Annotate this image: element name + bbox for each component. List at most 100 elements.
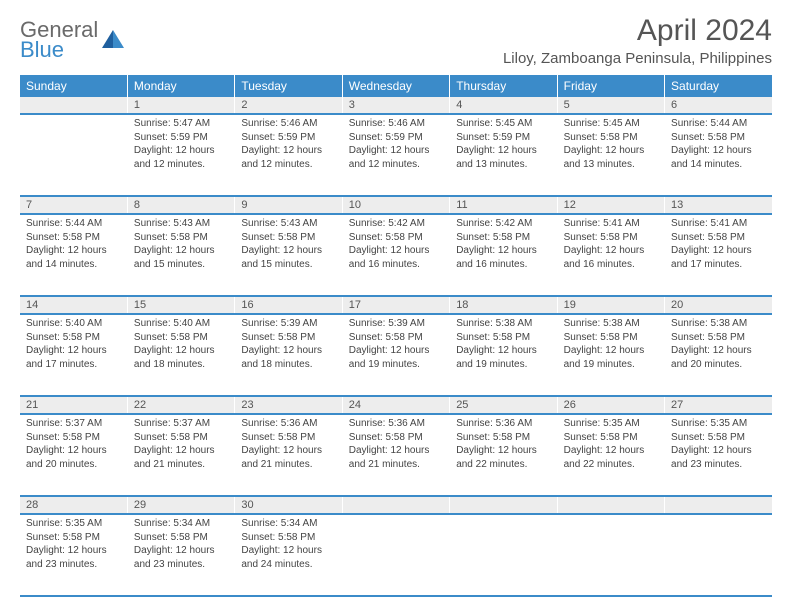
day-info-line: Daylight: 12 hours and 16 minutes. xyxy=(564,244,658,271)
day-cell-body: Sunrise: 5:46 AMSunset: 5:59 PMDaylight:… xyxy=(235,115,341,175)
day-info-line: Sunrise: 5:35 AM xyxy=(26,517,121,531)
day-cell-body: Sunrise: 5:35 AMSunset: 5:58 PMDaylight:… xyxy=(20,515,127,575)
day-cell-body: Sunrise: 5:41 AMSunset: 5:58 PMDaylight:… xyxy=(558,215,664,275)
day-cell: Sunrise: 5:41 AMSunset: 5:58 PMDaylight:… xyxy=(665,214,772,296)
day-info-line: Sunset: 5:58 PM xyxy=(26,431,121,445)
day-info-line: Sunset: 5:58 PM xyxy=(671,231,766,245)
day-cell: Sunrise: 5:40 AMSunset: 5:58 PMDaylight:… xyxy=(127,314,234,396)
day-info-line: Sunrise: 5:40 AM xyxy=(134,317,228,331)
day-body-row: Sunrise: 5:47 AMSunset: 5:59 PMDaylight:… xyxy=(20,114,772,196)
day-number-cell: 9 xyxy=(235,196,342,214)
day-info-line: Daylight: 12 hours and 21 minutes. xyxy=(349,444,443,471)
day-cell-body: Sunrise: 5:46 AMSunset: 5:59 PMDaylight:… xyxy=(343,115,449,175)
day-number-row: 282930 xyxy=(20,496,772,514)
day-info-line: Sunset: 5:58 PM xyxy=(241,231,335,245)
day-cell: Sunrise: 5:36 AMSunset: 5:58 PMDaylight:… xyxy=(235,414,342,496)
day-info-line: Sunrise: 5:45 AM xyxy=(564,117,658,131)
day-info-line: Sunrise: 5:45 AM xyxy=(456,117,550,131)
weekday-row: SundayMondayTuesdayWednesdayThursdayFrid… xyxy=(20,75,772,97)
day-info-line: Sunrise: 5:44 AM xyxy=(26,217,121,231)
day-number-cell: 26 xyxy=(557,396,664,414)
day-cell-body: Sunrise: 5:45 AMSunset: 5:58 PMDaylight:… xyxy=(558,115,664,175)
day-info-line: Sunrise: 5:42 AM xyxy=(349,217,443,231)
day-cell: Sunrise: 5:39 AMSunset: 5:58 PMDaylight:… xyxy=(235,314,342,396)
day-info-line: Sunrise: 5:36 AM xyxy=(349,417,443,431)
day-info-line: Sunset: 5:58 PM xyxy=(564,231,658,245)
day-cell: Sunrise: 5:35 AMSunset: 5:58 PMDaylight:… xyxy=(20,514,127,596)
day-cell: Sunrise: 5:36 AMSunset: 5:58 PMDaylight:… xyxy=(342,414,449,496)
day-info-line: Sunset: 5:59 PM xyxy=(241,131,335,145)
day-cell-body: Sunrise: 5:34 AMSunset: 5:58 PMDaylight:… xyxy=(235,515,341,575)
day-cell-body: Sunrise: 5:39 AMSunset: 5:58 PMDaylight:… xyxy=(343,315,449,375)
day-cell: Sunrise: 5:44 AMSunset: 5:58 PMDaylight:… xyxy=(20,214,127,296)
day-number-cell xyxy=(20,97,127,114)
day-number-cell: 25 xyxy=(450,396,557,414)
day-number-cell: 16 xyxy=(235,296,342,314)
day-body-row: Sunrise: 5:37 AM Sunset: 5:58 PM Daylight:… xyxy=(20,414,772,496)
day-cell: Sunrise: 5:46 AMSunset: 5:59 PMDaylight:… xyxy=(235,114,342,196)
day-number-cell: 30 xyxy=(235,496,342,514)
day-info-line: Sunset: 5:58 PM xyxy=(241,531,335,545)
day-number-cell xyxy=(665,496,772,514)
day-number-cell: 1 xyxy=(127,97,234,114)
day-info-line: Sunrise: 5:43 AM xyxy=(134,217,228,231)
day-info-line: Daylight: 12 hours and 17 minutes. xyxy=(671,244,766,271)
day-number-cell: 12 xyxy=(557,196,664,214)
day-cell: Sunrise: 5:34 AMSunset: 5:58 PMDaylight:… xyxy=(127,514,234,596)
day-cell xyxy=(20,114,127,196)
day-info-line: Daylight: 12 hours and 23 minutes. xyxy=(671,444,766,471)
day-cell: Sunrise: 5:43 AMSunset: 5:58 PMDaylight:… xyxy=(127,214,234,296)
day-cell-body: Sunrise: 5:36 AMSunset: 5:58 PMDaylight:… xyxy=(450,415,556,475)
logo-text: General Blue xyxy=(20,20,98,60)
day-info-line: Sunset: 5:59 PM xyxy=(134,131,228,145)
day-number-cell: 10 xyxy=(342,196,449,214)
day-info-line: Sunrise: 5:43 AM xyxy=(241,217,335,231)
day-info-line: Daylight: 12 hours and 22 minutes. xyxy=(564,444,658,471)
day-info-line: Sunrise: 5:38 AM xyxy=(671,317,766,331)
day-cell-body: Sunrise: 5:44 AMSunset: 5:58 PMDaylight:… xyxy=(665,115,772,175)
day-info-line: Daylight: 12 hours and 14 minutes. xyxy=(671,144,766,171)
day-cell: Sunrise: 5:39 AMSunset: 5:58 PMDaylight:… xyxy=(342,314,449,396)
day-number-cell: 8 xyxy=(127,196,234,214)
day-info-line: Daylight: 12 hours and 20 minutes. xyxy=(671,344,766,371)
day-info-line: Sunrise: 5:41 AM xyxy=(671,217,766,231)
day-cell-body: Sunrise: 5:36 AMSunset: 5:58 PMDaylight:… xyxy=(235,415,341,475)
day-number-cell: 13 xyxy=(665,196,772,214)
day-info-line: Daylight: 12 hours and 18 minutes. xyxy=(241,344,335,371)
day-cell-body: Sunrise: 5:41 AMSunset: 5:58 PMDaylight:… xyxy=(665,215,772,275)
day-body-row: Sunrise: 5:44 AMSunset: 5:58 PMDaylight:… xyxy=(20,214,772,296)
day-cell: Sunrise: 5:45 AMSunset: 5:59 PMDaylight:… xyxy=(450,114,557,196)
day-info-line: Daylight: 12 hours and 15 minutes. xyxy=(241,244,335,271)
logo-line2: Blue xyxy=(20,40,98,60)
day-cell: Sunrise: 5:40 AMSunset: 5:58 PMDaylight:… xyxy=(20,314,127,396)
day-info-line: Sunrise: 5:34 AM xyxy=(241,517,335,531)
day-number-cell: 17 xyxy=(342,296,449,314)
day-cell-body: Sunrise: 5:37 AMSunset: 5:58 PMDaylight:… xyxy=(20,415,127,475)
day-info-line: Sunrise: 5:37 AM xyxy=(134,417,228,431)
day-info-line: Sunrise: 5:41 AM xyxy=(564,217,658,231)
day-info-line: Daylight: 12 hours and 16 minutes. xyxy=(349,244,443,271)
day-info-line: Sunrise: 5:36 AM xyxy=(241,417,335,431)
day-info-line: Sunset: 5:58 PM xyxy=(134,531,228,545)
day-info-line: Daylight: 12 hours and 22 minutes. xyxy=(456,444,550,471)
day-cell: Sunrise: 5:35 AMSunset: 5:58 PMDaylight:… xyxy=(557,414,664,496)
day-info-line: Daylight: 12 hours and 12 minutes. xyxy=(241,144,335,171)
day-cell-body: Sunrise: 5:37 AMSunset: 5:58 PMDaylight:… xyxy=(128,415,234,475)
day-cell: Sunrise: 5:38 AMSunset: 5:58 PMDaylight:… xyxy=(557,314,664,396)
day-number-cell: 18 xyxy=(450,296,557,314)
day-body-row: Sunrise: 5:35 AMSunset: 5:58 PMDaylight:… xyxy=(20,514,772,596)
location-label: Liloy, Zamboanga Peninsula, Philippines xyxy=(503,50,772,67)
weekday-header: Thursday xyxy=(450,75,557,97)
day-number-cell: 23 xyxy=(235,396,342,414)
day-info-line: Sunset: 5:58 PM xyxy=(26,531,121,545)
day-info-line: Sunset: 5:58 PM xyxy=(26,231,121,245)
weekday-header: Wednesday xyxy=(342,75,449,97)
day-number-row: 78910111213 xyxy=(20,196,772,214)
day-cell: Sunrise: 5:37 AMSunset: 5:58 PMDaylight:… xyxy=(20,414,127,496)
day-info-line: Daylight: 12 hours and 18 minutes. xyxy=(134,344,228,371)
month-title: April 2024 xyxy=(503,14,772,48)
day-cell: Sunrise: 5:35 AMSunset: 5:58 PMDaylight:… xyxy=(665,414,772,496)
day-number-cell: 19 xyxy=(557,296,664,314)
day-cell xyxy=(557,514,664,596)
day-cell: Sunrise: 5:37 AMSunset: 5:58 PMDaylight:… xyxy=(127,414,234,496)
